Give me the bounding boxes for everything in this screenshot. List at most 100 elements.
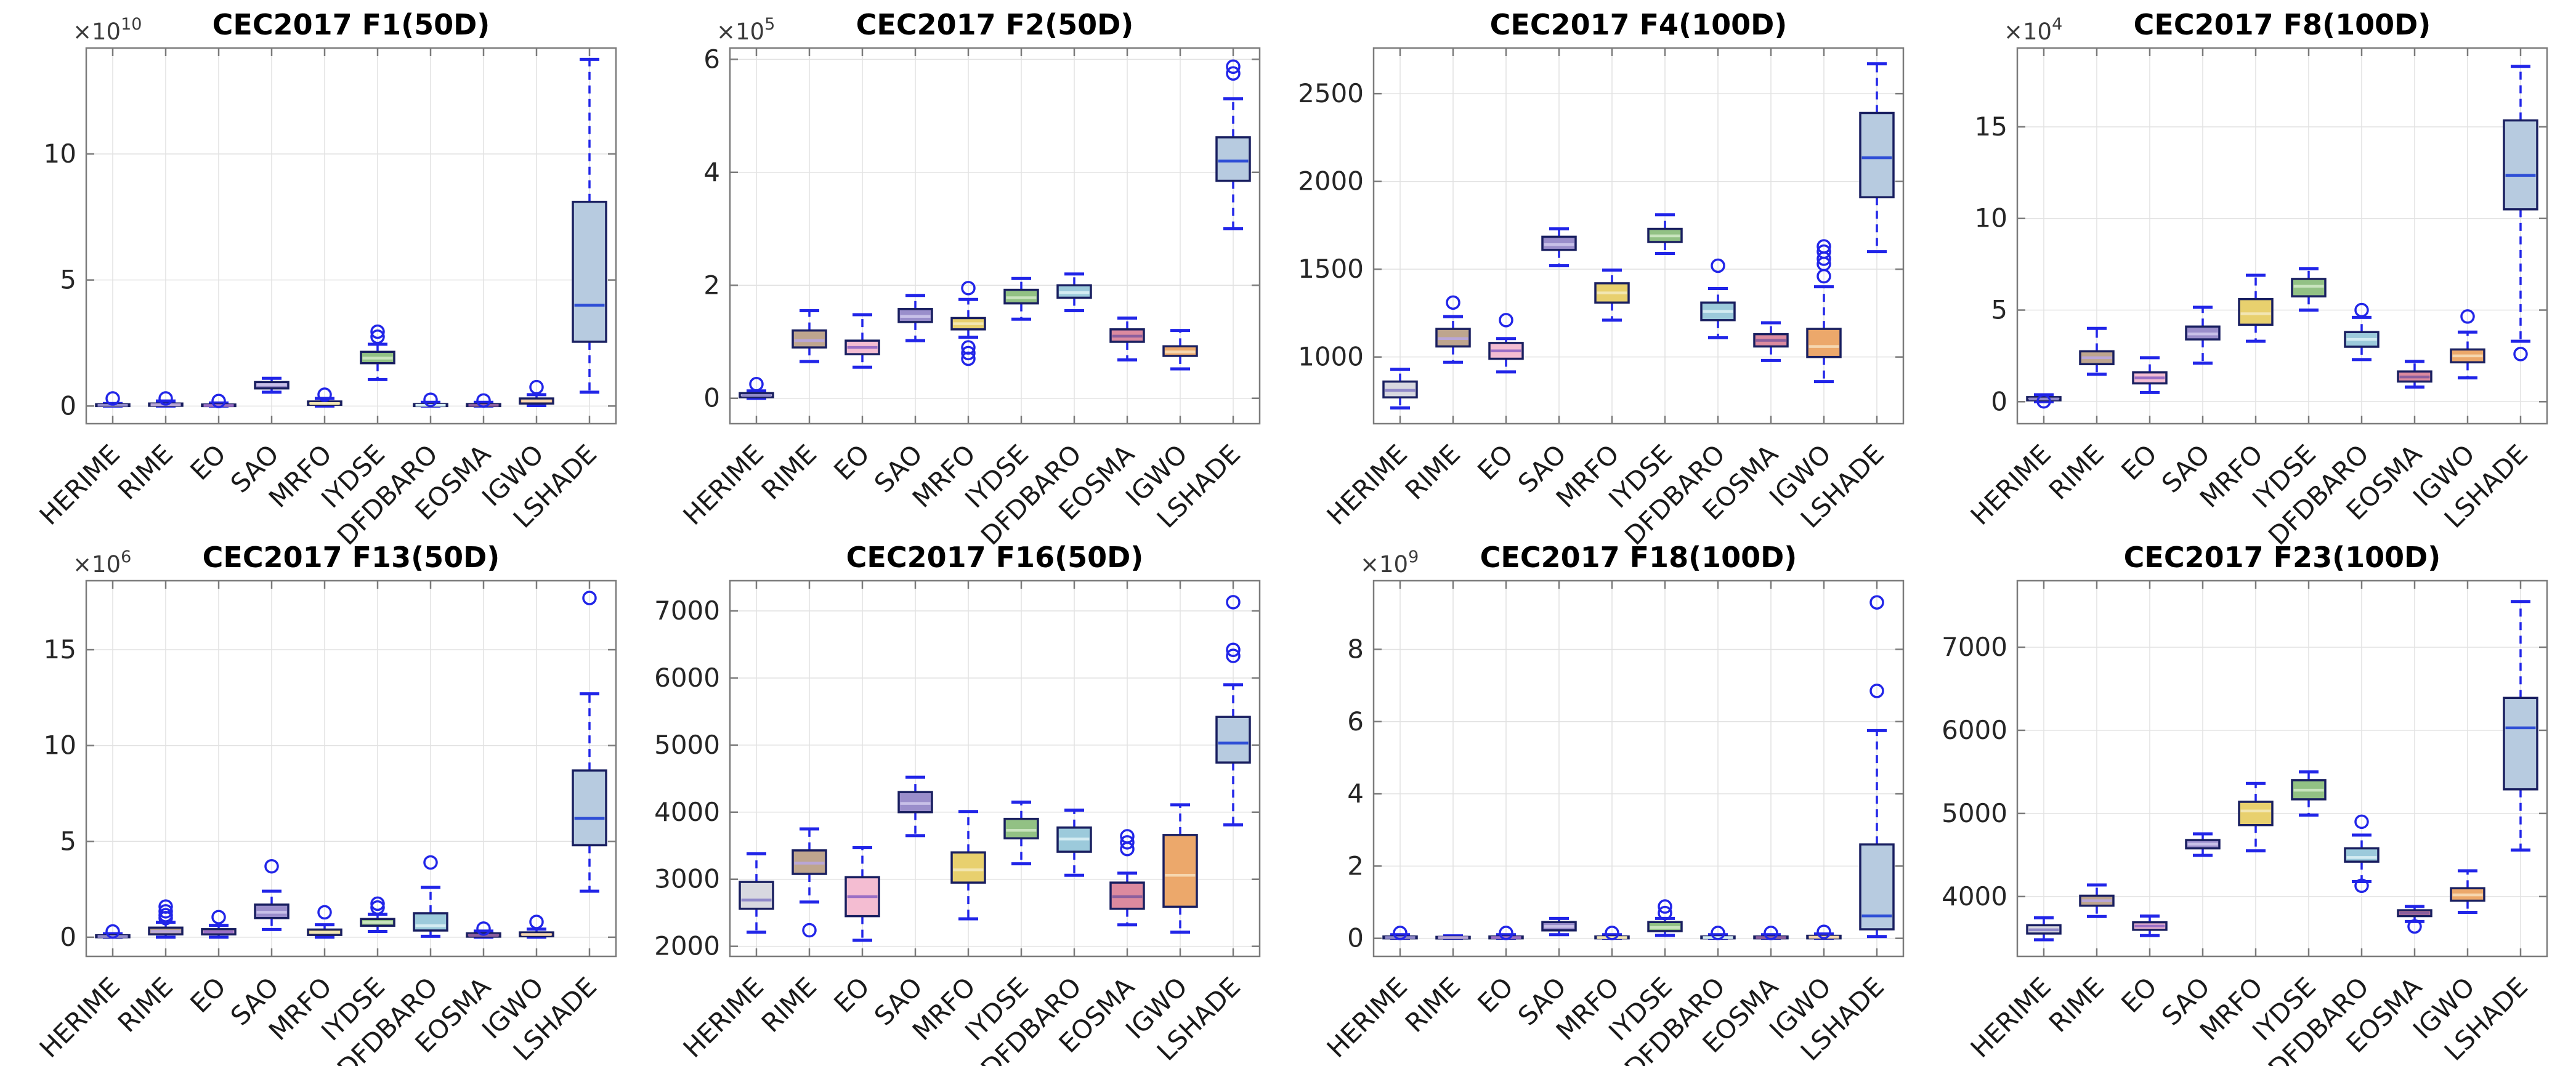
y-tick-label: 0	[1347, 923, 1364, 953]
y-tick-label: 4	[1347, 778, 1364, 809]
box-iydse	[1003, 817, 1039, 840]
outlier-point	[264, 858, 279, 874]
y-tick-label: 2	[1347, 850, 1364, 881]
box-lshade	[2503, 119, 2538, 211]
y-axis-exponent: ×1010	[73, 15, 142, 45]
outlier-point	[158, 908, 173, 923]
axis-frame	[729, 579, 1261, 958]
x-tick-label-eo: EO	[828, 438, 875, 486]
outlier-point	[802, 923, 817, 938]
outlier-point	[529, 915, 544, 929]
subplot-cec2017-f1-50d: CEC2017 F1(50D) ×1010 0 5 10 HERIME RIME EO SA…	[0, 0, 644, 551]
y-tick-label: 0	[60, 390, 76, 421]
outlier-point	[1817, 239, 1831, 254]
outlier-point	[2407, 919, 2422, 934]
outlier-point	[2354, 878, 2369, 894]
outlier-point	[1658, 899, 1672, 914]
outlier-point	[423, 392, 438, 407]
y-tick-label: 0	[1991, 386, 2007, 416]
outlier-point	[1817, 924, 1831, 939]
outlier-point	[1711, 926, 1725, 940]
subplot-cec2017-f23-100d: CEC2017 F23(100D) 4000 5000 6000 7000 HERIME…	[1931, 533, 2575, 1066]
x-tick-label-eo: EO	[184, 971, 232, 1019]
y-tick-label: 0	[60, 922, 76, 952]
outlier-point	[1764, 926, 1778, 940]
y-tick-label: 4	[703, 157, 720, 187]
y-tick-label: 6000	[654, 663, 720, 693]
outlier-point	[2036, 394, 2051, 409]
box-mrfo	[2238, 801, 2274, 826]
outlier-point	[1711, 258, 1725, 273]
outlier-point	[1226, 642, 1241, 657]
x-tick-label-rime: RIME	[756, 971, 822, 1038]
outlier-point	[1226, 59, 1241, 75]
y-tick-label: 2000	[654, 931, 720, 961]
outlier-point	[317, 905, 332, 920]
outlier-point	[749, 377, 764, 392]
subplot-cec2017-f4-100d: CEC2017 F4(100D) 1000 1500 2000 2500 HERIME R…	[1287, 0, 1931, 551]
outlier-point	[370, 324, 385, 339]
box-herime	[739, 881, 774, 910]
chart-title: CEC2017 F1(50D)	[213, 8, 490, 41]
y-tick-label: 5	[60, 265, 76, 295]
y-tick-label: 2500	[1298, 78, 1364, 108]
outlier-point	[1499, 313, 1513, 328]
y-tick-label: 10	[1975, 203, 2007, 233]
x-tick-label-rime: RIME	[2043, 438, 2110, 505]
subplot-cec2017-f13-50d: CEC2017 F13(50D) ×106 0 5 10 15 HERIME RIME EO…	[0, 533, 644, 1066]
chart-title: CEC2017 F13(50D)	[203, 541, 500, 574]
axis-frame	[85, 47, 617, 425]
outlier-point	[211, 394, 226, 408]
outlier-point	[317, 387, 332, 402]
chart-title: CEC2017 F18(100D)	[1480, 541, 1797, 574]
chart-title: CEC2017 F2(50D)	[856, 8, 1134, 41]
outlier-point	[2354, 302, 2369, 318]
y-axis-exponent: ×106	[73, 547, 131, 578]
outlier-point	[1393, 926, 1407, 940]
box-lshade	[572, 200, 607, 343]
outlier-point	[423, 855, 438, 870]
y-tick-label: 15	[1975, 111, 2007, 142]
box-lshade	[1215, 136, 1251, 182]
outlier-point	[1446, 295, 1460, 310]
y-tick-label: 1500	[1298, 254, 1364, 284]
outlier-point	[1869, 684, 1884, 698]
x-tick-label-rime: RIME	[1399, 971, 1466, 1038]
axis-frame	[1372, 579, 1905, 958]
chart-title: CEC2017 F16(50D)	[846, 541, 1144, 574]
outlier-point	[2513, 347, 2528, 361]
x-tick-label-rime: RIME	[1399, 438, 1466, 505]
outlier-point	[370, 896, 385, 911]
outlier-point	[1226, 66, 1241, 81]
subplot-cec2017-f18-100d: CEC2017 F18(100D) ×109 0 2 4 6 8 HERIME RIME EO…	[1287, 533, 1931, 1066]
x-tick-label-rime: RIME	[112, 971, 179, 1038]
outlier-point	[1817, 244, 1831, 259]
box-lshade	[2503, 697, 2538, 791]
x-tick-label-eo: EO	[184, 438, 232, 486]
box-rime	[792, 329, 827, 349]
box-dfdbaro	[413, 912, 448, 932]
y-tick-label: 1000	[1298, 342, 1364, 372]
outlier-point	[370, 329, 385, 344]
outlier-point	[105, 391, 120, 406]
outlier-point	[1658, 905, 1672, 921]
outlier-point	[1120, 835, 1135, 850]
box-igwo	[1806, 328, 1842, 358]
axis-frame	[2016, 47, 2548, 425]
box-mrfo	[950, 851, 986, 884]
outlier-point	[158, 391, 173, 406]
outlier-point	[2354, 814, 2369, 830]
y-tick-label: 2000	[1298, 166, 1364, 196]
outlier-point	[529, 379, 544, 395]
chart-title: CEC2017 F23(100D)	[2124, 541, 2441, 574]
outlier-point	[1120, 829, 1135, 844]
outlier-point	[1499, 926, 1513, 940]
axis-frame	[1372, 47, 1905, 425]
outlier-point	[476, 921, 491, 936]
x-tick-label-eo: EO	[1472, 971, 1519, 1019]
outlier-point	[961, 345, 976, 361]
